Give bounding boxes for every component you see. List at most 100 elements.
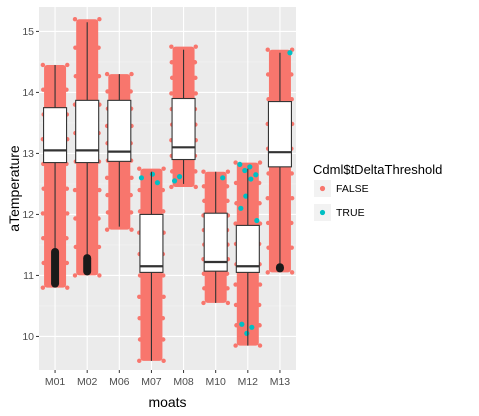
data-point — [40, 211, 46, 216]
data-point — [129, 227, 134, 232]
data-point — [104, 175, 110, 181]
data-point-true — [237, 161, 243, 168]
data-point — [224, 271, 230, 276]
data-point — [161, 358, 166, 364]
data-point — [40, 62, 46, 68]
data-point — [169, 91, 174, 96]
y-tick-label: 13 — [22, 148, 34, 160]
box — [203, 212, 228, 272]
data-point — [289, 72, 294, 77]
data-point — [96, 45, 101, 50]
data-point — [161, 273, 166, 278]
data-point-true — [176, 174, 183, 180]
data-point — [41, 235, 46, 241]
data-point — [105, 192, 110, 198]
data-point-true — [243, 193, 249, 199]
x-tick-label: M02 — [77, 376, 98, 388]
y-tick-label: 10 — [22, 331, 34, 343]
data-point — [257, 160, 263, 165]
data-point — [64, 186, 70, 191]
data-point — [289, 245, 294, 250]
data-point — [265, 72, 271, 77]
data-point — [233, 160, 238, 165]
data-point — [192, 60, 198, 65]
legend-label-true: TRUE — [336, 207, 365, 219]
data-point — [137, 273, 143, 278]
data-point — [225, 300, 231, 306]
data-point — [137, 187, 142, 193]
data-point — [97, 17, 102, 22]
legend-swatch-false — [319, 185, 326, 192]
y-axis: 10 11 12 13 14 15 — [22, 26, 39, 343]
data-point — [289, 195, 295, 201]
data-point — [161, 209, 166, 214]
data-point-true — [220, 175, 226, 181]
legend-title: Cdml$tDeltaThreshold — [313, 162, 442, 177]
data-point — [73, 244, 78, 250]
box — [139, 213, 164, 273]
data-point — [96, 244, 102, 250]
outlier-cluster — [275, 263, 284, 273]
data-point — [129, 71, 134, 77]
data-point — [233, 221, 238, 226]
data-point — [65, 211, 70, 216]
box — [75, 99, 100, 164]
data-point — [266, 96, 271, 102]
data-point-true — [239, 321, 245, 327]
data-point — [201, 271, 207, 276]
data-point-true — [248, 176, 254, 182]
outlier-cluster — [51, 247, 60, 288]
data-point — [257, 343, 263, 348]
y-tick-label: 11 — [23, 270, 34, 282]
data-point — [169, 75, 175, 81]
x-axis-title: moats — [148, 394, 186, 410]
data-point — [193, 75, 198, 81]
box — [267, 101, 292, 168]
data-point — [257, 221, 263, 226]
data-point-true — [242, 167, 248, 174]
data-point — [41, 186, 46, 191]
data-point — [73, 73, 78, 79]
data-point — [225, 286, 230, 291]
data-point-true — [253, 172, 259, 178]
data-point — [265, 47, 270, 52]
box — [107, 99, 132, 162]
data-point — [128, 89, 133, 94]
data-point-true — [287, 50, 293, 56]
data-point — [73, 216, 78, 221]
data-point — [201, 169, 206, 174]
data-point — [97, 273, 102, 278]
data-point — [201, 300, 206, 306]
data-point — [129, 175, 134, 181]
data-point — [233, 282, 238, 287]
data-point-true — [247, 164, 253, 170]
x-tick-label: M08 — [173, 376, 194, 388]
data-point — [266, 245, 271, 250]
data-point — [225, 198, 230, 204]
data-point — [202, 286, 207, 291]
data-point-true — [171, 178, 178, 184]
y-tick-label: 12 — [22, 209, 34, 221]
data-point — [257, 323, 262, 328]
data-point — [224, 184, 230, 189]
x-tick-label: M07 — [141, 376, 162, 388]
data-point — [72, 273, 78, 278]
data-point — [105, 89, 110, 94]
data-point — [169, 44, 174, 49]
y-tick-label: 14 — [22, 87, 34, 99]
y-tick-label: 15 — [22, 26, 34, 38]
legend: Cdml$tDeltaThreshold FALSE TRUE — [313, 162, 442, 221]
data-point — [65, 285, 70, 290]
data-point — [41, 260, 46, 266]
data-point — [161, 337, 166, 342]
data-point — [161, 294, 166, 299]
data-point — [128, 210, 134, 215]
data-point — [193, 169, 198, 174]
data-point — [289, 96, 294, 102]
data-point — [64, 260, 70, 266]
data-point — [193, 91, 198, 96]
data-point-true — [138, 175, 145, 181]
legend-label-false: FALSE — [336, 183, 369, 195]
data-point — [96, 216, 101, 221]
